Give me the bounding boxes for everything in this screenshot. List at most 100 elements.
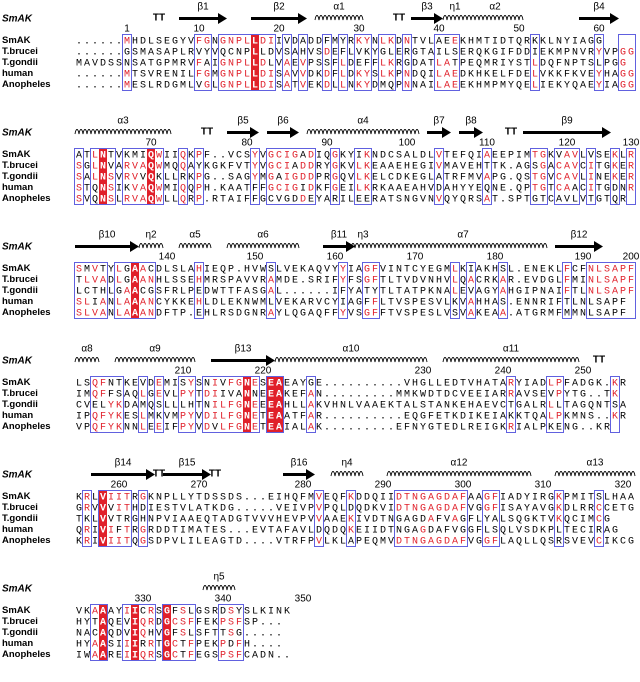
sequence-name: Anopheles [2,649,51,660]
turn-label: TT [393,13,405,24]
helix-coil [306,129,420,135]
sequence-name: SmAK [2,605,31,616]
residue-number: 290 [375,480,392,491]
similarity-frame [434,34,460,91]
residue-number: 170 [407,252,424,263]
identity-box [275,377,283,432]
similarity-frame [482,148,492,205]
turn-label: TT [505,127,517,138]
reference-label: SmAK [2,584,33,595]
structure-label: β5 [237,116,249,127]
residue-number: 10 [193,24,205,35]
residue-number: 220 [255,366,272,377]
structure-label: α9 [149,344,161,355]
similarity-frame [194,262,204,319]
residue-number: 1 [124,24,130,35]
strand-arrow [75,245,131,248]
structure-label: α7 [457,230,469,241]
similarity-frame [594,34,604,91]
residue-number: 160 [327,252,344,263]
identity-box [99,491,107,546]
residue-number: 280 [295,480,312,491]
strand-arrow [211,359,267,362]
sequence-name: SmAK [2,35,31,46]
residue-number: 130 [623,138,640,149]
reference-label: SmAK [2,470,33,481]
residue-number: 110 [479,138,495,149]
residue-number: 80 [241,138,253,149]
identity-box [99,149,107,204]
residue-number: 60 [593,24,605,35]
similarity-frame [450,262,460,319]
similarity-frame [90,604,108,661]
structure-label: η4 [341,458,353,469]
strand-arrow [411,17,435,20]
similarity-frame [266,262,276,319]
structure-label: β12 [571,230,588,241]
similarity-frame [610,148,620,205]
similarity-frame [122,148,164,205]
helix-coil [442,357,580,363]
sequence-name: T.gondii [2,285,38,296]
similarity-frame [346,490,356,547]
residue-number: 210 [175,366,192,377]
turn-label: TT [593,355,605,366]
helix-coil [378,243,548,249]
residue-number: 70 [145,138,157,149]
strand-arrow [251,17,299,20]
helix-coil [554,471,636,477]
strand-arrow [163,473,203,476]
residue-number: 120 [559,138,576,149]
sequence-name: human [2,182,33,193]
sequence-name: Anopheles [2,193,51,204]
strand-arrow [555,245,595,248]
similarity-frame [594,490,604,547]
similarity-frame [114,262,156,319]
eta-coil [330,471,364,477]
structure-label: α6 [257,230,269,241]
structure-label: η2 [145,230,157,241]
strand-arrowhead [266,355,275,366]
structure-label: β9 [561,116,573,127]
structure-label: α12 [451,458,468,469]
structure-label: β14 [115,458,132,469]
strand-arrowhead [474,127,483,138]
alignment-block: SmAK α8 α9 β13 α10 α11 TT 210 220 230 240 250 SmAK L S… [2,344,626,434]
sequence-name: Anopheles [2,79,51,90]
similarity-frame [330,148,340,205]
sequence-name: T.gondii [2,513,38,524]
similarity-frame [266,148,316,205]
strand-arrowhead [306,469,315,480]
similarity-frame [218,34,276,91]
structure-label: β16 [291,458,308,469]
sequence-name: T.gondii [2,57,38,68]
residue-number: 240 [495,366,512,377]
similarity-frame [466,262,476,319]
similarity-frame [378,34,396,91]
similarity-frame [138,376,148,433]
similarity-frame [546,376,564,433]
similarity-frame [354,34,372,91]
similarity-frame [554,148,580,205]
identity-box [131,605,139,660]
sequence-name: T.brucei [2,502,38,513]
similarity-frame [530,34,540,91]
similarity-frame [154,376,164,433]
residue-number: 180 [487,252,504,263]
similarity-frame [586,262,636,319]
sequence-name: T.gondii [2,399,38,410]
strand-arrowhead [442,127,451,138]
